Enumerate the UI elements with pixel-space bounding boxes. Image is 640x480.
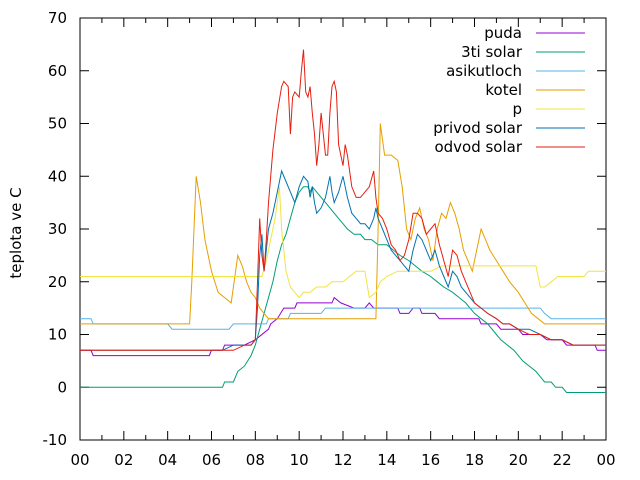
x-tick-label: 04 <box>158 451 177 469</box>
series-line-kotel <box>80 123 606 325</box>
series-line-p <box>80 186 606 299</box>
series-line-3ti-solar <box>80 185 606 393</box>
axis-ticks <box>79 17 607 441</box>
x-tick-label: 02 <box>114 451 133 469</box>
x-tick-label: 10 <box>290 451 309 469</box>
x-tick-labels: 00 02 04 06 08 10 12 14 16 18 20 22 00 <box>70 451 615 469</box>
y-tick-label: 40 <box>48 167 67 185</box>
y-tick-label: 20 <box>48 273 67 291</box>
y-tick-label: 30 <box>48 220 67 238</box>
y-tick-label: 50 <box>48 115 67 133</box>
legend-label: odvod solar <box>434 138 522 156</box>
legend-label: p <box>512 100 522 118</box>
y-tick-label: -10 <box>43 431 68 449</box>
y-tick-label: 70 <box>48 9 67 27</box>
x-tick-label: 16 <box>421 451 440 469</box>
legend-label: puda <box>484 24 522 42</box>
x-tick-label: 00 <box>596 451 615 469</box>
y-tick-labels: -10 0 10 20 30 40 50 60 70 <box>43 9 68 449</box>
x-tick-label: 22 <box>553 451 572 469</box>
x-tick-label: 06 <box>202 451 221 469</box>
plot-frame <box>79 17 607 441</box>
legend-label: asikutloch <box>446 62 522 80</box>
x-tick-label: 18 <box>465 451 484 469</box>
series-line-odvod-solar <box>80 49 606 351</box>
legend-label: 3ti solar <box>461 43 523 61</box>
legend-label: privod solar <box>433 119 523 137</box>
y-tick-label: 10 <box>48 326 67 344</box>
series-layer <box>80 49 606 393</box>
y-tick-label: 0 <box>57 378 67 396</box>
x-tick-label: 00 <box>70 451 89 469</box>
y-tick-label: 60 <box>48 62 67 80</box>
plot-border <box>79 17 607 441</box>
x-tick-label: 14 <box>377 451 396 469</box>
x-tick-label: 12 <box>333 451 352 469</box>
legend-label: kotel <box>485 81 522 99</box>
x-tick-label: 08 <box>246 451 265 469</box>
x-tick-label: 20 <box>509 451 528 469</box>
series-line-puda <box>80 296 606 357</box>
y-axis-title: teplota ve C <box>7 187 25 278</box>
